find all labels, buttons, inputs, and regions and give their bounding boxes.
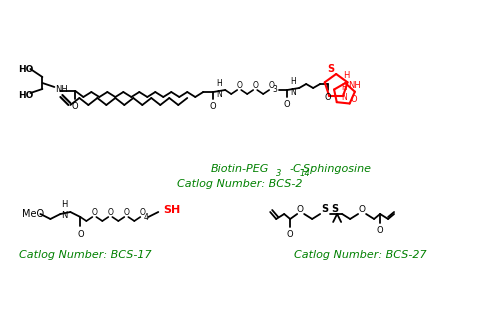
Text: O: O (350, 95, 357, 104)
Text: H
N: H N (61, 200, 67, 220)
Text: -C: -C (288, 164, 300, 174)
Text: 14: 14 (299, 169, 310, 178)
Text: O: O (283, 100, 290, 109)
Text: O: O (296, 205, 303, 214)
Text: O: O (209, 102, 216, 111)
Text: NH: NH (55, 85, 68, 94)
Text: O: O (107, 208, 113, 217)
Text: H
N: H N (340, 83, 346, 102)
Text: H
N: H N (290, 77, 295, 97)
Text: O: O (268, 81, 274, 90)
Text: 3: 3 (272, 85, 277, 94)
Text: 4: 4 (144, 213, 148, 222)
Text: S: S (327, 64, 334, 74)
Text: O: O (376, 226, 383, 235)
Text: O: O (139, 208, 145, 217)
Text: H
N: H N (216, 79, 222, 99)
Text: Biotin-PEG: Biotin-PEG (211, 164, 269, 174)
Text: S: S (321, 204, 328, 214)
Text: O: O (286, 230, 293, 239)
Text: HO: HO (18, 64, 34, 74)
Text: HO: HO (18, 90, 34, 100)
Text: 3: 3 (275, 169, 280, 178)
Text: -Sphingosine: -Sphingosine (299, 164, 371, 174)
Text: S: S (331, 204, 338, 214)
Text: MeO: MeO (23, 209, 45, 219)
Text: O: O (71, 102, 78, 111)
Text: Catlog Number: BCS-2: Catlog Number: BCS-2 (177, 179, 302, 189)
Text: H: H (342, 71, 348, 80)
Text: O: O (236, 81, 241, 90)
Text: O: O (324, 93, 331, 102)
Text: O: O (123, 208, 129, 217)
Text: Catlog Number: BCS-27: Catlog Number: BCS-27 (293, 250, 426, 260)
Text: NH: NH (347, 81, 360, 90)
Text: SH: SH (163, 205, 180, 215)
Text: O: O (252, 81, 258, 90)
Text: O: O (77, 230, 84, 239)
Text: O: O (91, 208, 97, 217)
Text: Catlog Number: BCS-17: Catlog Number: BCS-17 (19, 250, 151, 260)
Text: O: O (358, 205, 365, 214)
